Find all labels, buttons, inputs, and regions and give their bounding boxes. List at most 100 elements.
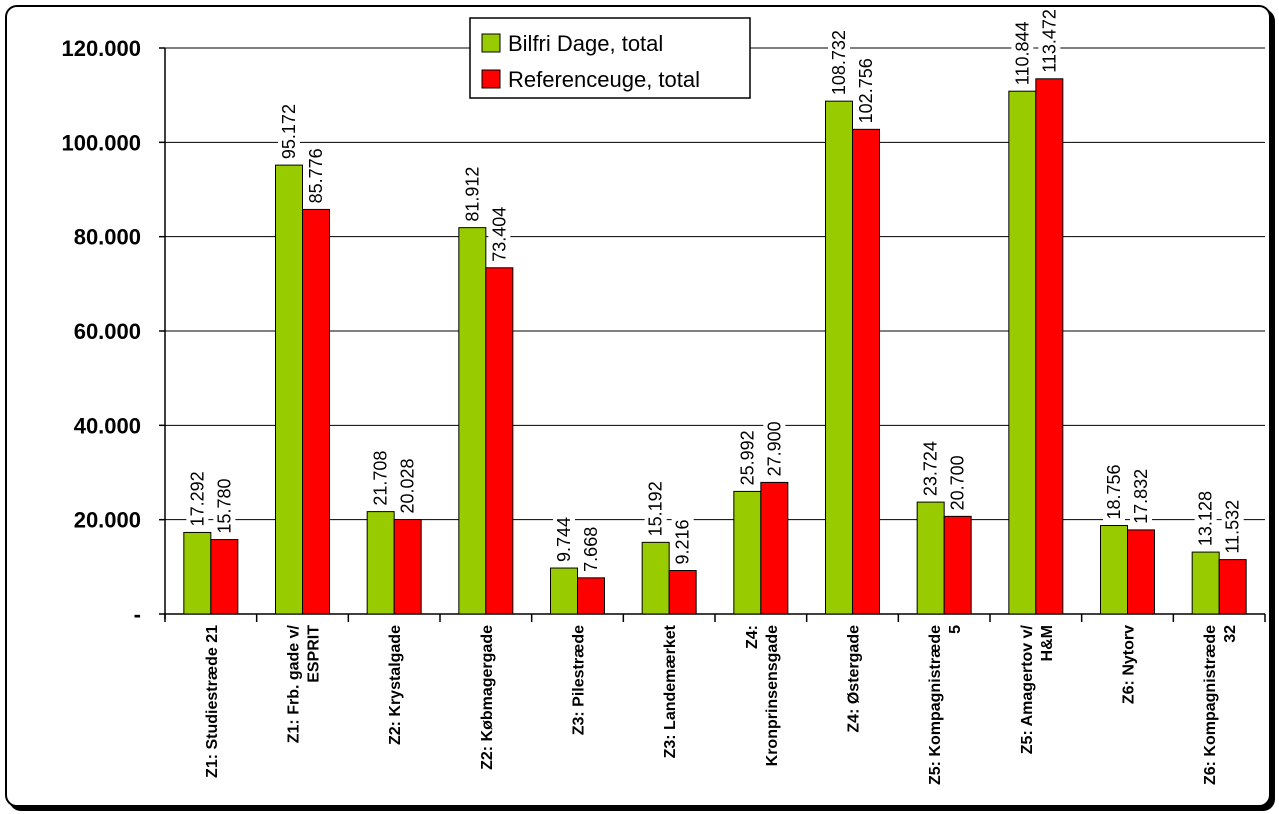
x-tick-label: Z3: Pilestræde [571, 625, 588, 735]
data-label: 15.780 [214, 479, 234, 534]
x-tick-label: ESPRIT [306, 625, 323, 683]
x-tick-label: Z1: Studiestræde 21 [204, 625, 221, 778]
data-label-background [763, 420, 786, 478]
data-label-background [305, 147, 327, 205]
data-label: 23.724 [921, 441, 941, 496]
data-label-background [488, 205, 511, 263]
data-label-background [919, 440, 942, 498]
x-tick-label: Z4: Østergade [846, 625, 863, 733]
bar [275, 164, 303, 615]
data-label: 95.172 [279, 104, 299, 159]
data-label: 102.756 [856, 58, 876, 123]
data-label-background [396, 457, 419, 515]
legend-label: Bilfri Dage, total [508, 31, 663, 56]
data-label: 85.776 [306, 148, 326, 203]
bar [1100, 525, 1128, 615]
bar [1127, 529, 1155, 615]
x-tick-label: Z2: Købmagergade [479, 625, 496, 770]
data-label-background [1194, 490, 1217, 548]
data-label-background [1103, 463, 1125, 521]
bar [733, 490, 762, 615]
legend-swatch [481, 33, 501, 53]
bar [1191, 551, 1220, 615]
data-label: 7.668 [581, 527, 601, 572]
bar [825, 100, 853, 615]
data-label: 73.404 [489, 207, 509, 262]
data-label-background [946, 454, 969, 512]
y-tick-label: 40.000 [74, 413, 141, 438]
legend-swatch [481, 69, 501, 89]
data-label-background [671, 518, 694, 566]
bar [1035, 78, 1064, 615]
bar [641, 541, 670, 615]
bar [1008, 90, 1037, 615]
y-tick-label: 20.000 [74, 508, 141, 533]
bar [183, 531, 212, 615]
data-label-background [580, 525, 602, 573]
data-label: 18.756 [1104, 464, 1124, 519]
y-tick-label: 120.000 [61, 36, 141, 61]
data-label-background [461, 165, 484, 223]
data-label-background [1038, 8, 1061, 74]
bar [210, 539, 239, 615]
bar [668, 570, 697, 615]
y-tick-label: - [134, 602, 141, 627]
data-label: 17.292 [187, 471, 207, 526]
x-tick-label: Z5: Kompagnistræde [927, 625, 944, 785]
bar [550, 567, 578, 615]
data-label-background [855, 57, 877, 125]
x-tick-label: Z1: Frb. gade v/ [286, 624, 303, 743]
x-tick-label: 32 [1222, 625, 1239, 643]
data-label-background [186, 470, 209, 528]
bar [1218, 559, 1247, 615]
data-label: 17.832 [1131, 469, 1151, 524]
x-tick-label: Z3: Landemærket [662, 624, 679, 758]
bar [943, 515, 972, 615]
y-tick-label: 80.000 [74, 225, 141, 250]
data-label: 11.532 [1223, 500, 1243, 554]
bar [485, 267, 514, 615]
legend-label: Referenceuge, total [508, 67, 700, 92]
data-label: 9.216 [673, 519, 693, 564]
data-label-background [644, 480, 667, 538]
data-label-background [1130, 467, 1152, 525]
x-tick-label: H&M [1039, 625, 1056, 661]
x-tick-label: Z4: [744, 625, 761, 649]
bar [393, 519, 422, 615]
x-tick-label: Z6: Nytorv [1121, 625, 1138, 704]
y-tick-label: 100.000 [61, 130, 141, 155]
data-label: 110.844 [1012, 21, 1032, 85]
bar [916, 501, 945, 615]
data-label: 113.472 [1039, 9, 1059, 73]
bar [366, 511, 395, 615]
bar [760, 481, 789, 615]
data-label-background [553, 515, 575, 564]
data-label-background [278, 103, 300, 161]
data-label: 9.744 [554, 517, 574, 562]
x-tick-label: Z6: Kompagnistræde [1202, 625, 1219, 785]
data-label: 15.192 [646, 481, 666, 536]
y-tick-label: 60.000 [74, 319, 141, 344]
data-label: 25.992 [737, 430, 757, 485]
data-label: 13.128 [1196, 491, 1216, 546]
bar [302, 208, 330, 615]
bar [852, 128, 880, 615]
data-label: 21.708 [371, 451, 391, 506]
bar [577, 577, 605, 615]
data-label: 20.700 [948, 455, 968, 510]
x-tick-label: Z5: Amagertov v/ [1019, 624, 1036, 754]
data-label-background [1011, 20, 1034, 87]
data-label-background [369, 449, 392, 507]
data-label-background [828, 29, 850, 97]
x-tick-label: Kronprinsensgade [764, 625, 781, 766]
data-label-background [213, 477, 236, 535]
x-tick-label: Z2: Krystalgade [387, 625, 404, 745]
data-label: 108.732 [829, 30, 849, 95]
data-label: 20.028 [398, 458, 418, 513]
legend-box [469, 17, 751, 99]
x-tick-label: 5 [947, 625, 964, 634]
data-label-background [1221, 498, 1244, 555]
data-label-background [736, 429, 759, 487]
bar [458, 227, 487, 615]
